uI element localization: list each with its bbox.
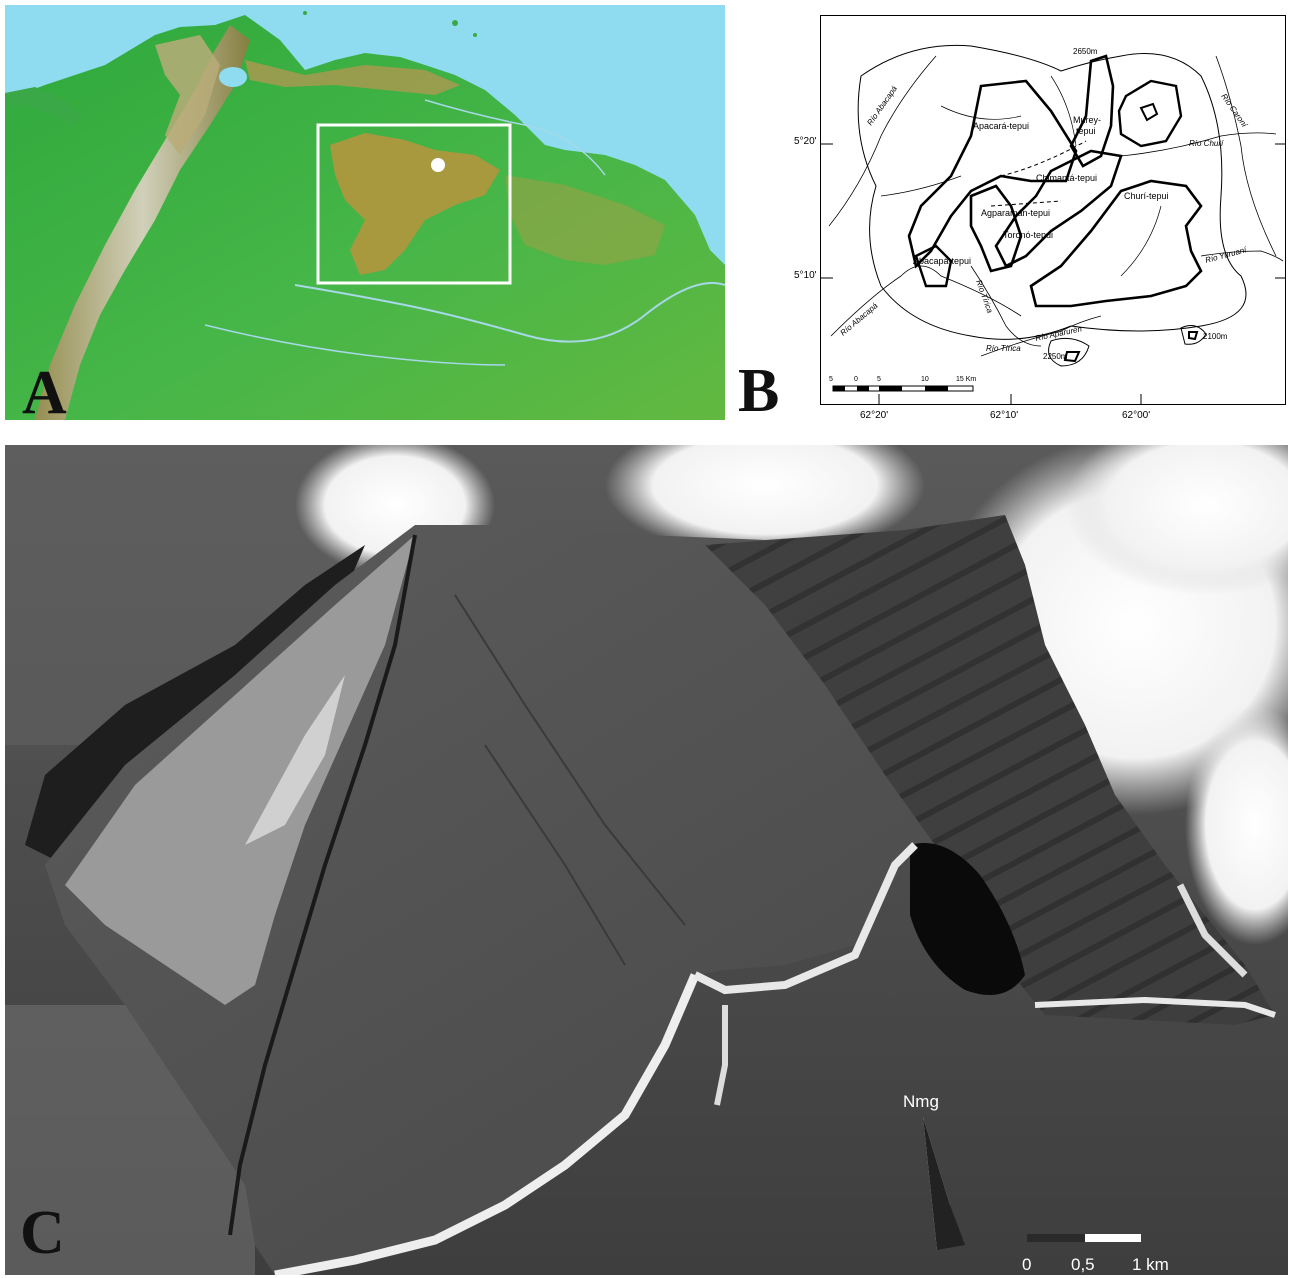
- elevation-label-2100: 2100m: [1203, 332, 1228, 341]
- guiana-highlands: [330, 133, 500, 275]
- latitude-label-5-10: 5°10': [794, 270, 817, 281]
- tepui-label-murey-2: tepui: [1076, 126, 1096, 136]
- massif-outline: [857, 44, 1247, 340]
- relief-map-panel: [5, 5, 725, 420]
- river-churi: [1120, 132, 1277, 157]
- relief-map: [5, 5, 725, 420]
- amazon-river: [294, 282, 725, 343]
- apacara-tepui-outline: [907, 79, 1078, 269]
- river-aparuren: [980, 315, 1102, 357]
- river-caroni: [1215, 55, 1277, 257]
- fractured-ridges: [705, 515, 1275, 1025]
- coastal-range: [245, 60, 460, 95]
- aerial-photo-panel: Nmg 0 0,5 1 km: [5, 445, 1288, 1275]
- tepui-label-chimanta: Chimantá-tepui: [1036, 173, 1097, 183]
- cliff-rim-central: [693, 842, 918, 995]
- elevation-label-2650: 2650m: [1073, 47, 1098, 56]
- abacapa-tepui-outline: [914, 244, 953, 288]
- scale-tick-5b: 5: [877, 376, 881, 383]
- cliff-rim-northeast: [1176, 883, 1248, 978]
- elevation-label-2250: 2250m: [1043, 352, 1068, 361]
- tepui-label-agparaman: Agparamán-tepui: [981, 208, 1050, 218]
- main-fracture: [228, 534, 417, 1236]
- river-label-caroni: Río Caroní: [1219, 92, 1249, 129]
- tepui-label-apacara: Apacará-tepui: [973, 121, 1029, 131]
- river: [204, 324, 506, 366]
- tepui-label-abacapa: Abacapá-tepui: [913, 256, 971, 266]
- location-marker: [431, 158, 445, 172]
- dashed-boundary-2: [990, 200, 1062, 207]
- cloud-north: [605, 445, 925, 555]
- panel-label-b: B: [738, 357, 780, 425]
- ne-tepui-inner: [1139, 102, 1159, 122]
- latitude-label-5-20: 5°20': [794, 136, 817, 147]
- dark-depression: [910, 843, 1025, 995]
- river-abacapa-north: [828, 55, 937, 227]
- scale-label-0-5: 0,5: [1071, 1255, 1095, 1274]
- tepui-label-torono: Toronó-tepui: [1003, 230, 1053, 240]
- outlier-tepui-2250: [1048, 337, 1090, 367]
- murey-tepui-outline: [1069, 54, 1115, 168]
- cliff-rim-south: [274, 973, 700, 1275]
- map-scale-bar: [832, 385, 974, 392]
- cliff-rim-east: [1034, 996, 1276, 1018]
- andes-north-ridge: [155, 35, 220, 155]
- scale-label-1km: 1 km: [1132, 1255, 1169, 1274]
- longitude-label-62-20: 62°20': [860, 410, 889, 421]
- panel-label-c: C: [20, 1199, 65, 1267]
- tributaries: [880, 75, 1162, 277]
- tepui-label-churi: Churí-tepui: [1124, 191, 1169, 201]
- scale-tick-15km: 15 Km: [956, 376, 976, 383]
- cloud-ne: [1065, 445, 1288, 595]
- study-area-box: [316, 123, 512, 285]
- north-arrow-label: Nmg: [903, 1092, 939, 1111]
- minor-fractures: [454, 594, 686, 966]
- river-label-tirica-south: Río Tírica: [986, 344, 1021, 353]
- longitude-label-62-00: 62°00': [1122, 410, 1151, 421]
- scale-label-0: 0: [1022, 1255, 1031, 1274]
- ne-tepui-outline: [1117, 79, 1183, 148]
- dashed-boundary: [1000, 140, 1087, 177]
- cliff-gully: [714, 1005, 728, 1106]
- river-label-churi: Río Churí: [1189, 139, 1224, 148]
- tepui-line-map: Apacará-tepui Murey- tepui Chimantá-tepu…: [821, 44, 1285, 404]
- river-label-abacapa-south: Río Abacapá: [839, 301, 880, 338]
- cloud-east-lower: [1185, 705, 1288, 945]
- guiana-shield-east: [505, 175, 665, 265]
- river-label-abacapa-north: Río Abacapá: [865, 84, 899, 127]
- river-tirica: [970, 265, 1042, 347]
- longitude-label-62-10: 62°10': [990, 410, 1019, 421]
- panel-label-a: A: [22, 359, 67, 427]
- scale-tick-0: 0: [854, 376, 858, 383]
- orinoco-river: [424, 99, 606, 176]
- river-yuruani: [1200, 250, 1284, 262]
- scale-tick-5a: 5: [829, 376, 833, 383]
- churi-tepui-outline: [1029, 179, 1203, 308]
- scale-tick-10: 10: [921, 376, 929, 383]
- north-arrow: [923, 1117, 965, 1250]
- aerial-photo: Nmg 0 0,5 1 km: [5, 445, 1288, 1275]
- tepui-label-murey-1: Murey-: [1073, 115, 1101, 125]
- chimanta-tepui-outline: [994, 149, 1123, 268]
- tepui-line-map-panel: Apacará-tepui Murey- tepui Chimantá-tepu…: [820, 15, 1286, 405]
- slab-highlight: [245, 675, 345, 845]
- outlier-tepui-2100: [1180, 325, 1207, 345]
- river-abacapa-south: [830, 265, 1022, 337]
- river-label-yuruani: Río Yuruaní: [1204, 245, 1248, 265]
- western-slab: [65, 535, 415, 1005]
- lake: [219, 67, 247, 87]
- outlier-tepui-2100-summit: [1188, 331, 1199, 341]
- river-label-tirica: Río Tírica: [974, 279, 995, 315]
- isthmus: [5, 87, 80, 125]
- outlier-tepui-2250-summit: [1063, 351, 1081, 363]
- torono-tepui-outline: [969, 184, 1023, 273]
- photo-scale-bar: [1027, 1234, 1141, 1242]
